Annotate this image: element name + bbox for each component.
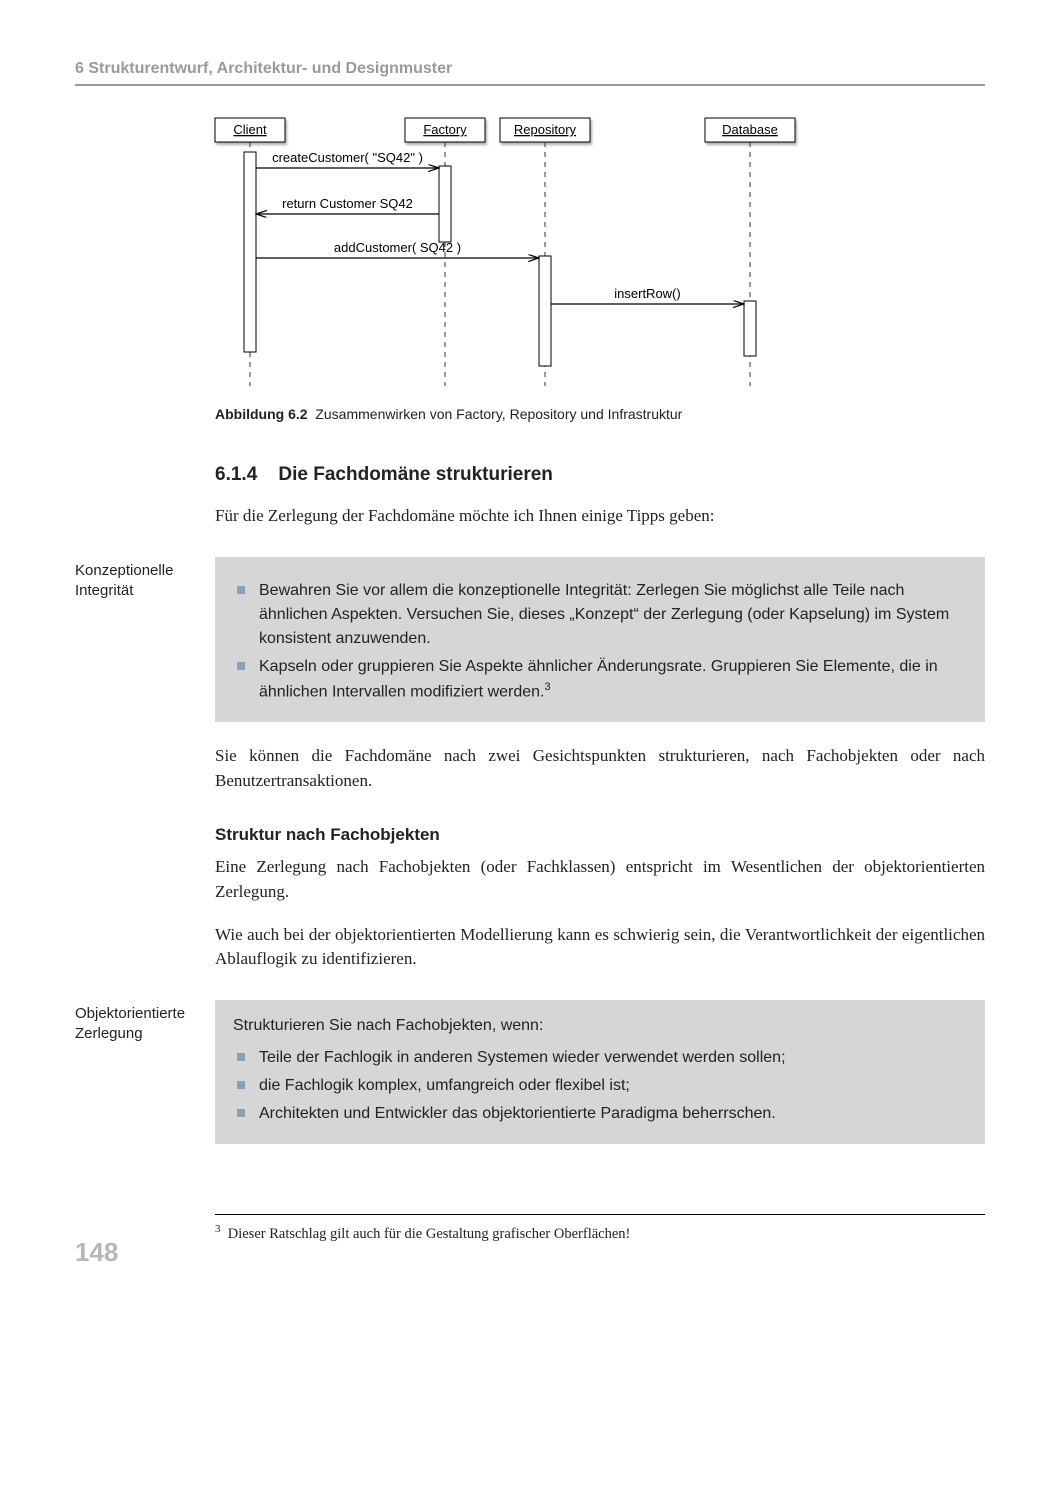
list-item: die Fachlogik komplex, umfangreich oder … <box>233 1074 967 1098</box>
figure-caption: Abbildung 6.2 Zusammenwirken von Factory… <box>215 406 985 422</box>
list-item: Teile der Fachlogik in anderen Systemen … <box>233 1046 967 1070</box>
caption-label: Abbildung 6.2 <box>215 406 308 422</box>
tip-box-integrity: Bewahren Sie vor allem die konzeptionell… <box>215 557 985 722</box>
sequence-diagram: Client Factory Repository Database createCus… <box>75 106 985 396</box>
margin-note-oo: Objektorientierte Zerlegung <box>75 990 195 1166</box>
svg-text:createCustomer( "SQ42" ): createCustomer( "SQ42" ) <box>272 150 423 165</box>
svg-text:Factory: Factory <box>423 122 467 137</box>
footnote: 3 Dieser Ratschlag gilt auch für die Ges… <box>215 1223 985 1243</box>
body-paragraph: Eine Zerlegung nach Fachobjekten (oder F… <box>215 855 985 904</box>
list-item: Architekten und Entwickler das objektori… <box>233 1102 967 1126</box>
svg-text:Repository: Repository <box>514 122 577 137</box>
page-number: 148 <box>75 1237 118 1268</box>
footnote-text: Dieser Ratschlag gilt auch für die Gesta… <box>228 1226 631 1242</box>
margin-note-integrity: Konzeptionelle Integrität <box>75 547 195 744</box>
footnote-ref: 3 <box>544 681 550 693</box>
svg-text:addCustomer( SQ42 ): addCustomer( SQ42 ) <box>334 240 461 255</box>
section-number: 6.1.4 <box>215 464 257 485</box>
svg-text:Database: Database <box>722 122 778 137</box>
footnote-number: 3 <box>215 1223 221 1235</box>
list-item: Bewahren Sie vor allem die konzeptionell… <box>233 579 967 651</box>
svg-text:insertRow(): insertRow() <box>614 286 680 301</box>
body-paragraph: Sie können die Fachdomäne nach zwei Gesi… <box>215 744 985 793</box>
subsection-heading: Struktur nach Fachobjekten <box>215 825 985 845</box>
footnote-rule <box>215 1214 985 1215</box>
page: 6 Strukturentwurf, Architektur- und Desi… <box>0 0 1060 1500</box>
caption-text: Zusammenwirken von Factory, Repository u… <box>315 406 682 422</box>
list-item: Kapseln oder gruppieren Sie Aspekte ähnl… <box>233 655 967 704</box>
tip-box-oo: Strukturieren Sie nach Fachobjekten, wen… <box>215 1000 985 1144</box>
section-title: Die Fachdomäne strukturieren <box>278 464 553 485</box>
body-paragraph: Wie auch bei der objektorientierten Mode… <box>215 923 985 972</box>
svg-text:Client: Client <box>233 122 267 137</box>
svg-text:return Customer SQ42: return Customer SQ42 <box>282 196 413 211</box>
running-header: 6 Strukturentwurf, Architektur- und Desi… <box>75 60 985 86</box>
section-heading: 6.1.4 Die Fachdomäne strukturieren <box>215 464 985 486</box>
intro-paragraph: Für die Zerlegung der Fachdomäne möchte … <box>215 504 985 529</box>
box-lead: Strukturieren Sie nach Fachobjekten, wen… <box>233 1014 967 1038</box>
